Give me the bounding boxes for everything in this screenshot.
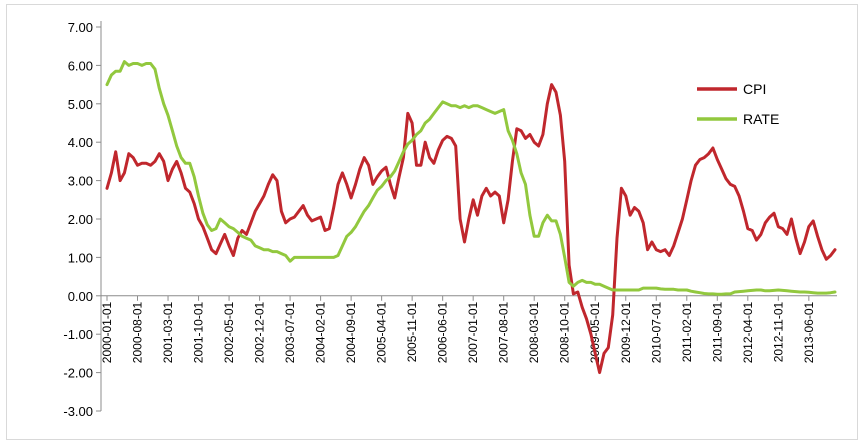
y-tick-label: 6.00 bbox=[68, 58, 93, 73]
x-tick-label: 2001-03-01 bbox=[161, 301, 175, 363]
x-tick-label: 2000-01-01 bbox=[100, 301, 114, 363]
legend: CPI RATE bbox=[697, 81, 779, 127]
x-tick-label: 2011-02-01 bbox=[680, 301, 694, 362]
y-axis-ticks: 7.00 6.00 5.00 4.00 3.00 2.00 1.00 0.00 -1.00 -2.… bbox=[63, 20, 101, 419]
legend-label-cpi: CPI bbox=[743, 81, 766, 97]
x-tick-label: 2002-12-01 bbox=[253, 301, 267, 363]
y-tick-label: 5.00 bbox=[68, 97, 93, 112]
chart-frame: 7.00 6.00 5.00 4.00 3.00 2.00 1.00 0.00 -1.00 -2.… bbox=[6, 4, 858, 440]
legend-label-rate: RATE bbox=[743, 111, 779, 127]
x-tick-label: 2010-07-01 bbox=[649, 301, 663, 363]
x-tick-label: 2012-11-01 bbox=[771, 301, 785, 362]
x-tick-label: 2005-04-01 bbox=[375, 301, 389, 363]
line-chart: 7.00 6.00 5.00 4.00 3.00 2.00 1.00 0.00 -1.00 -2.… bbox=[63, 20, 837, 419]
x-tick-label: 2007-08-01 bbox=[497, 301, 511, 363]
x-axis-ticks: 2000-01-01 2000-08-01 2001-03-01 2001-10-01… bbox=[100, 295, 816, 363]
series-line-cpi bbox=[105, 83, 837, 375]
x-tick-label: 2009-05-01 bbox=[588, 301, 602, 363]
y-tick-label: 7.00 bbox=[68, 20, 93, 35]
y-tick-label: 0.00 bbox=[68, 289, 93, 304]
x-tick-label: 2006-06-01 bbox=[436, 301, 450, 363]
x-tick-label: 2007-01-01 bbox=[466, 301, 480, 363]
y-tick-label: -1.00 bbox=[63, 327, 93, 342]
x-tick-label: 2008-03-01 bbox=[527, 301, 541, 363]
y-tick-label: 1.00 bbox=[68, 250, 93, 265]
x-tick-label: 2003-07-01 bbox=[283, 301, 297, 363]
x-tick-label: 2001-10-01 bbox=[192, 301, 206, 363]
y-tick-label: 2.00 bbox=[68, 212, 93, 227]
x-tick-label: 2008-10-01 bbox=[558, 301, 572, 363]
series-lines bbox=[105, 60, 837, 375]
x-tick-label: 2012-04-01 bbox=[741, 301, 755, 363]
series-line-rate bbox=[105, 60, 837, 296]
x-tick-label: 2005-11-01 bbox=[405, 301, 419, 362]
x-tick-label: 2004-09-01 bbox=[344, 301, 358, 363]
x-tick-label: 2002-05-01 bbox=[222, 301, 236, 363]
axes bbox=[100, 21, 837, 411]
x-tick-label: 2009-12-01 bbox=[619, 301, 633, 363]
y-tick-label: 4.00 bbox=[68, 135, 93, 150]
x-tick-label: 2000-08-01 bbox=[131, 301, 145, 363]
y-tick-label: -3.00 bbox=[63, 404, 93, 419]
x-tick-label: 2004-02-01 bbox=[314, 301, 328, 363]
x-tick-label: 2011-09-01 bbox=[710, 301, 724, 362]
y-tick-label: 3.00 bbox=[68, 174, 93, 189]
y-tick-label: -2.00 bbox=[63, 366, 93, 381]
x-tick-label: 2013-06-01 bbox=[802, 301, 816, 363]
